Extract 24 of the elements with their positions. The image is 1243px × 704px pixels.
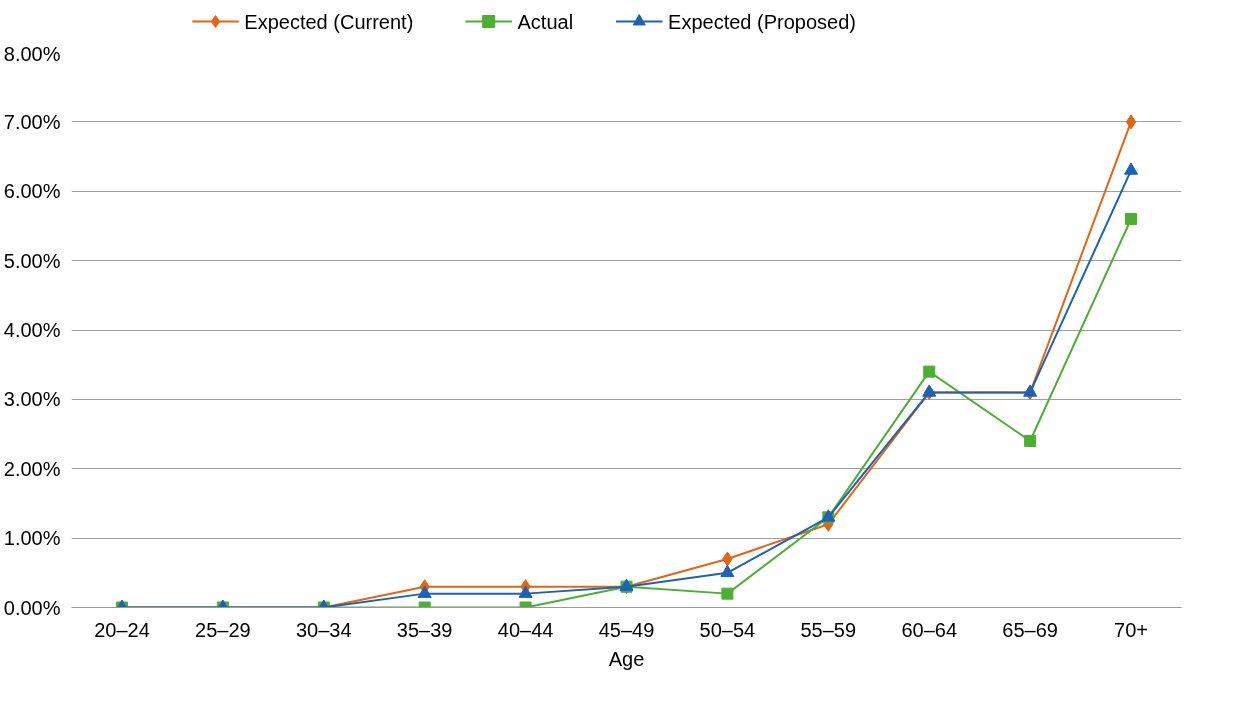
y-tick-label: 2.00% (3, 457, 61, 480)
y-tick-label: 7.00% (3, 110, 61, 133)
legend-label: Expected (Proposed) (668, 10, 856, 33)
x-tick-label: 50–54 (699, 618, 756, 641)
x-tick-label: 55–59 (800, 618, 857, 641)
x-tick-label: 35–39 (396, 618, 453, 641)
legend-label: Actual (517, 10, 574, 33)
y-tick-label: 3.00% (3, 388, 61, 411)
x-tick-label: 60–64 (901, 618, 958, 641)
y-tick-label: 5.00% (3, 249, 61, 272)
x-tick-label: 30–34 (295, 618, 352, 641)
x-tick-label: 25–29 (195, 618, 251, 641)
x-tick-label: 45–49 (598, 618, 655, 641)
x-tick-label: 70+ (1114, 618, 1149, 641)
x-tick-label: 20–24 (94, 618, 150, 641)
y-tick-label: 1.00% (3, 527, 61, 550)
legend-label: Expected (Current) (244, 10, 414, 33)
y-tick-label: 0.00% (3, 596, 61, 619)
y-tick-label: 4.00% (3, 319, 61, 341)
x-tick-label: 65–69 (1002, 618, 1058, 641)
y-tick-label: 6.00% (3, 180, 61, 203)
x-axis-title: Age (608, 647, 645, 670)
y-tick-label: 8.00% (3, 42, 61, 65)
x-tick-label: 40–44 (497, 618, 554, 641)
